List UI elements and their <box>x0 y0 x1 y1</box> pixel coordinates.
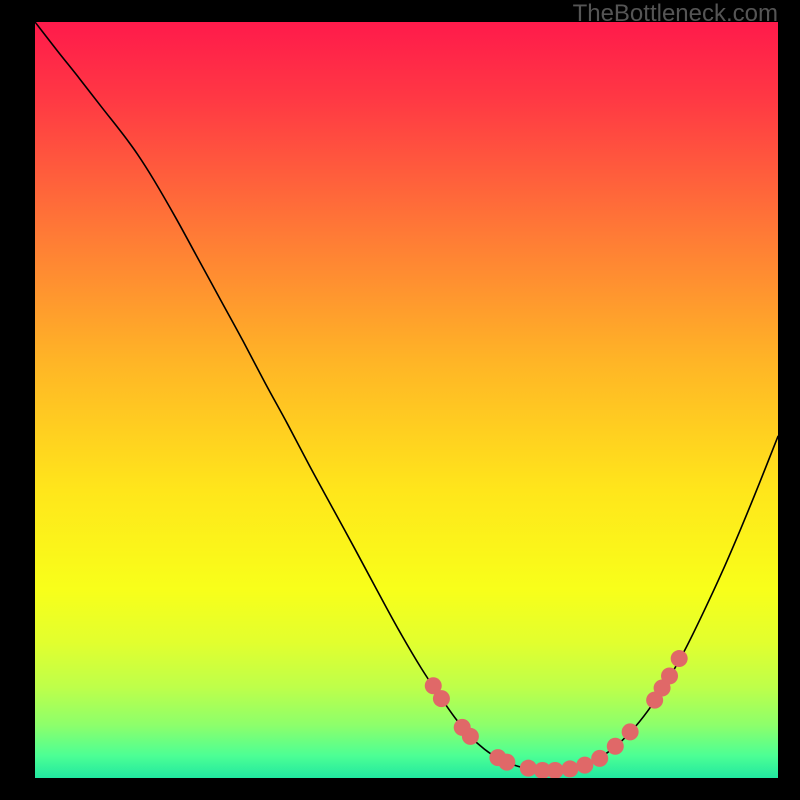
chart-root: TheBottleneck.com <box>0 0 800 800</box>
watermark-text: TheBottleneck.com <box>573 0 778 28</box>
data-marker <box>671 650 688 667</box>
plot-area <box>35 22 778 778</box>
data-marker <box>661 667 678 684</box>
data-marker <box>622 723 639 740</box>
data-marker <box>576 757 593 774</box>
chart-svg <box>35 22 778 778</box>
data-marker <box>433 690 450 707</box>
frame-left <box>0 0 35 800</box>
frame-right <box>778 0 800 800</box>
data-marker <box>561 760 578 777</box>
data-marker <box>547 762 564 778</box>
data-marker <box>498 754 515 771</box>
bottleneck-curve <box>35 22 778 771</box>
data-marker <box>607 738 624 755</box>
data-marker <box>462 728 479 745</box>
data-marker <box>591 750 608 767</box>
frame-bottom <box>0 778 800 800</box>
